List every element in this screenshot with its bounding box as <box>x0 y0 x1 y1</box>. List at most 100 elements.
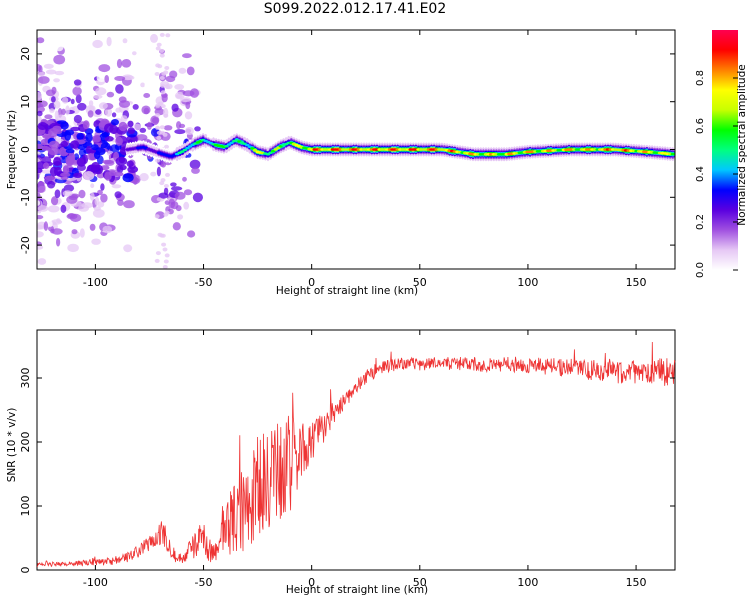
spectrogram-noise-blob <box>37 258 47 265</box>
snr-y-axis-label: SNR (10 * v/v) <box>6 408 18 483</box>
spectrogram-noise-blob <box>98 64 111 73</box>
spectrogram-noise-blob <box>143 93 151 98</box>
snr-y-tick-label: 0 <box>19 567 32 574</box>
spectrogram-noise-blob <box>159 48 165 53</box>
spectrogram-noise-blob <box>63 184 75 192</box>
spectrogram-noise-blob <box>111 184 122 189</box>
spectrogram-noise-blob <box>52 161 63 166</box>
spectrogram-ridge-cell <box>273 148 278 151</box>
spectrogram-noise-blob <box>114 191 122 199</box>
spectrogram-noise-blob <box>106 91 115 98</box>
spectrogram-noise-blob <box>88 100 94 107</box>
spectrogram-noise-blob <box>70 98 75 105</box>
spectrogram-noise-blob <box>169 70 178 79</box>
spectrogram-noise-blob <box>164 144 169 149</box>
spectrogram-noise-blob <box>124 75 135 80</box>
spectrogram-noise-blob <box>77 102 87 111</box>
spectrogram-noise-blob <box>37 135 42 142</box>
spectrogram-noise-blob <box>105 218 116 225</box>
spectrogram-noise-blob <box>189 159 201 170</box>
spectrogram-noise-blob <box>183 189 193 196</box>
spectrogram-noise-blob <box>132 51 137 56</box>
spectrogram-noise-blob <box>76 157 86 167</box>
spectrogram-noise-blob <box>163 113 169 118</box>
spectrogram-noise-blob <box>60 140 68 148</box>
spectrogram-ridge-cell <box>247 145 252 148</box>
spectrogram-noise-blob <box>102 159 114 164</box>
spectrogram-noise-blob <box>38 71 46 77</box>
snr-series-line <box>36 341 676 568</box>
spectrogram-noise-blob <box>37 122 48 130</box>
spectrogram-noise-blob <box>115 107 122 113</box>
spectrogram-noise-blob <box>91 144 99 151</box>
spectrogram-noise-blob <box>47 220 53 228</box>
spectrogram-x-tick-label: 100 <box>517 276 538 289</box>
spectrogram-noise-blob <box>177 214 184 220</box>
spectrogram-noise-blob <box>37 200 41 206</box>
spectrogram-ridge-cell <box>670 152 675 156</box>
spectrogram-noise-blob <box>128 108 137 118</box>
spectrogram-noise-blob <box>47 205 60 213</box>
spectrogram-noise-blob <box>45 89 56 97</box>
spectrogram-noise-blob <box>150 127 160 137</box>
spectrogram-noise-blob <box>91 135 101 143</box>
spectrogram-noise-blob <box>171 103 179 112</box>
spectrogram-noise-blob <box>104 123 114 133</box>
spectrogram-noise-blob <box>168 198 176 209</box>
spectrogram-noise-blob <box>40 138 48 146</box>
spectrogram-noise-blob <box>174 84 185 90</box>
spectrogram-noise-blob <box>70 140 80 149</box>
spectrogram-noise-blob <box>91 238 101 245</box>
spectrogram-noise-blob <box>159 76 165 80</box>
spectrogram-noise-blob <box>141 105 151 115</box>
spectrogram-noise-blob <box>96 74 107 82</box>
spectrogram-noise-blob <box>157 232 163 237</box>
spectrogram-noise-blob <box>104 136 114 142</box>
spectrogram-noise-blob <box>93 150 101 160</box>
spectrogram-noise-blob <box>37 245 44 250</box>
spectrogram-noise-blob <box>60 204 67 213</box>
spectrogram-noise-blob <box>170 186 183 191</box>
colorbar-tick-label: 0.6 <box>695 118 706 134</box>
spectrogram-noise-blob <box>155 113 160 118</box>
spectrogram-noise-blob <box>192 192 203 203</box>
spectrogram-noise-blob <box>155 125 161 130</box>
spectrogram-noise-blob <box>61 108 66 116</box>
spectrogram-y-axis-label: Frequency (Hz) <box>6 110 18 189</box>
spectrogram-noise-blob <box>102 225 113 234</box>
spectrogram-noise-blob <box>160 178 166 183</box>
spectrogram-noise-blob <box>75 94 82 104</box>
spectrogram-noise-blob <box>56 218 61 224</box>
spectrogram-noise-blob <box>72 86 82 96</box>
spectrogram-noise-blob <box>159 53 165 58</box>
spectrogram-noise-blob <box>51 196 59 206</box>
spectrogram-noise-blob <box>165 33 171 38</box>
snr-x-tick-label: 150 <box>626 576 647 589</box>
spectrogram-noise-blob <box>52 129 63 135</box>
spectrogram-noise-blob <box>159 181 165 186</box>
spectrogram-noise-blob <box>118 100 131 108</box>
spectrogram-noise-blob <box>53 100 61 109</box>
spectrogram-noise-blob <box>184 111 193 120</box>
spectrogram-noise-blob <box>155 46 161 51</box>
spectrogram-noise-blob <box>43 162 50 170</box>
spectrogram-ridge-cell <box>180 150 185 153</box>
snr-y-tick-label: 100 <box>19 496 32 517</box>
spectrogram-noise-blob <box>159 125 165 130</box>
spectrogram-noise-blob <box>108 170 117 176</box>
spectrogram-noise-blob <box>47 180 56 189</box>
colorbar-ticks: 0.0 0.2 0.4 0.6 0.8 <box>695 70 738 278</box>
spectrogram-noise-blob <box>161 71 167 76</box>
spectrogram-noise-blob <box>60 172 71 178</box>
snr-x-tick-label: -100 <box>83 576 108 589</box>
spectrogram-noise-blob <box>116 58 123 69</box>
spectrogram-noise-blob <box>47 147 60 156</box>
spectrogram-noise-blob <box>175 205 182 212</box>
spectrogram-noise-blob <box>114 76 126 81</box>
spectrogram-noise-blob <box>89 192 95 201</box>
spectrogram-y-tick-label: 0 <box>19 146 32 153</box>
spectrogram-noise-blob <box>43 63 54 69</box>
spectrogram-noise-blob <box>61 96 69 104</box>
